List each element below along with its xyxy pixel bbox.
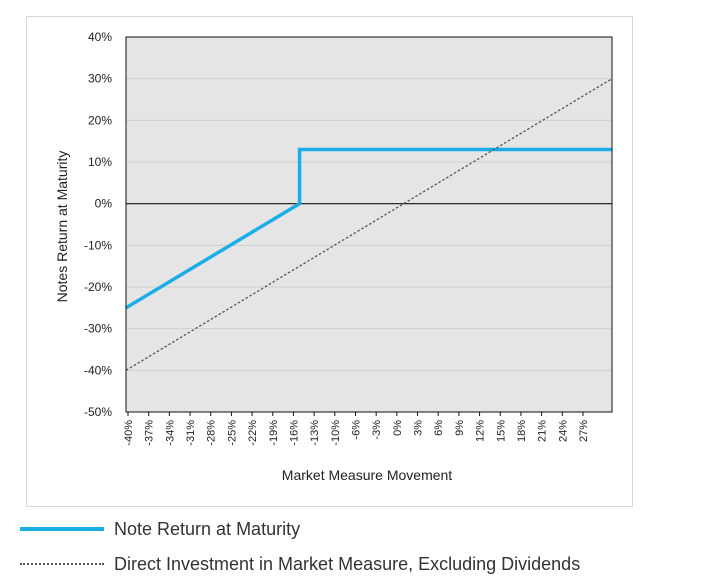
legend-item-direct-investment: Direct Investment in Market Measure, Exc…	[20, 551, 700, 577]
legend-label: Note Return at Maturity	[114, 518, 301, 539]
x-tick-label: -6%	[350, 420, 362, 440]
y-tick-label: 20%	[88, 113, 112, 127]
legend-item-note-return: Note Return at Maturity	[20, 516, 700, 542]
y-tick-label: -20%	[84, 280, 112, 294]
series-line-note-return	[125, 147, 612, 310]
y-tick-label: -10%	[84, 238, 112, 252]
legend: Note Return at Maturity Direct Investmen…	[20, 516, 700, 586]
plot-border	[125, 36, 613, 413]
x-tick-label: -19%	[268, 420, 280, 446]
plot-area	[126, 37, 612, 412]
x-tick-label: -13%	[309, 420, 321, 446]
legend-swatch-dotted-line	[20, 563, 104, 565]
payoff-chart: 40%30%20%10%0%-10%-20%-30%-40%-50% -40% -…	[54, 30, 613, 483]
y-tick-label: -30%	[84, 322, 112, 336]
x-tick-label: 0%	[392, 420, 404, 436]
x-tick-label: -10%	[330, 420, 342, 446]
x-tick-label: -16%	[288, 420, 300, 446]
x-tick-label: 18%	[516, 420, 528, 442]
x-tick-label: 21%	[537, 420, 549, 442]
legend-swatch-solid-line	[20, 527, 104, 531]
x-tick-label: 27%	[578, 420, 590, 442]
x-tick-label: 9%	[454, 420, 466, 436]
x-tick-label: 6%	[433, 420, 445, 436]
x-tick-label: -40%	[123, 420, 135, 446]
x-tick-label: -37%	[144, 420, 156, 446]
y-tick-label: -50%	[84, 405, 112, 419]
x-tick-label: -34%	[164, 420, 176, 446]
y-tick-label: 10%	[88, 155, 112, 169]
y-tick-label: 0%	[95, 197, 113, 211]
x-tick-label: -28%	[206, 420, 218, 446]
y-tick-label: 30%	[88, 72, 112, 86]
x-tick-label: -31%	[185, 420, 197, 446]
y-axis-label: Notes Return at Maturity	[54, 151, 70, 303]
x-tick-label: -3%	[371, 420, 383, 440]
x-tick-label: 15%	[495, 420, 507, 442]
legend-label: Direct Investment in Market Measure, Exc…	[114, 553, 581, 574]
y-tick-label: 40%	[88, 30, 112, 44]
x-tick-label: -22%	[247, 420, 259, 446]
x-axis-label: Market Measure Movement	[282, 467, 453, 483]
x-tick-label: 3%	[413, 420, 425, 436]
x-tick-label: 12%	[475, 420, 487, 442]
x-tick-label: 24%	[557, 420, 569, 442]
x-tick-label: -25%	[226, 420, 238, 446]
y-tick-label: -40%	[84, 363, 112, 377]
